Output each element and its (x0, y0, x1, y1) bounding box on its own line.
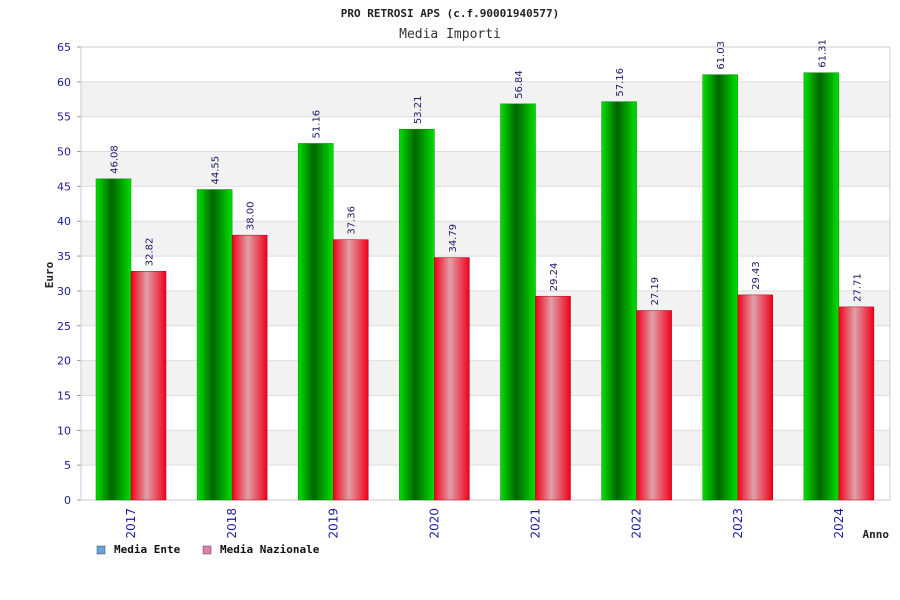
x-tick-label: 2018 (225, 508, 239, 539)
x-tick-label: 2021 (529, 508, 543, 539)
bar-media-ente-2019 (298, 143, 334, 501)
y-tick-label: 10 (57, 424, 71, 437)
bar-media-ente-2021 (500, 103, 536, 501)
bar-media-ente-2024 (803, 72, 840, 501)
x-tick-label: 2024 (832, 508, 846, 539)
chart-subtitle: Media Importi (399, 27, 501, 42)
y-tick-label: 15 (57, 389, 71, 402)
bar-media-ente-2018 (196, 189, 233, 501)
bar-media-ente-2020 (399, 128, 435, 501)
bar-media-nazionale-2023 (737, 294, 773, 501)
y-tick-label: 5 (64, 459, 71, 472)
bar-media-nazionale-2018 (231, 234, 268, 501)
data-label: 29.24 (549, 263, 560, 292)
data-label: 29.43 (751, 261, 762, 290)
grid-band (81, 151, 890, 187)
x-tick-label: 2023 (731, 508, 745, 539)
data-label: 51.16 (312, 110, 323, 139)
bar-media-ente-2023 (702, 74, 738, 501)
bar-media-ente-2017 (95, 178, 132, 501)
data-label: 61.31 (817, 39, 828, 68)
legend-swatch-media-ente (96, 545, 106, 555)
y-tick-label: 40 (57, 215, 71, 228)
data-label: 56.84 (514, 70, 525, 99)
legend-swatch-media-nazionale (202, 545, 212, 555)
data-label: 27.71 (852, 273, 863, 302)
bar-media-nazionale-2022 (636, 310, 672, 501)
y-tick-label: 55 (57, 111, 71, 124)
x-axis-ticks: 2017 2018 2019 2020 2021 2022 2023 2024 (124, 508, 846, 539)
y-axis-title: Euro (43, 261, 56, 288)
data-label: 61.03 (716, 41, 727, 70)
legend: Media Ente Media Nazionale (96, 543, 320, 556)
bar-media-nazionale-2019 (333, 239, 369, 501)
x-axis-title: Anno (863, 528, 890, 541)
y-tick-label: 30 (57, 285, 71, 298)
x-tick-label: 2022 (630, 508, 644, 539)
data-label: 38.00 (246, 202, 257, 231)
bar-media-ente-2022 (601, 101, 637, 501)
y-axis-ticks: 0 5 10 15 20 25 30 35 40 45 50 55 60 65 (57, 41, 71, 507)
y-tick-label: 45 (57, 180, 71, 193)
x-tick-label: 2020 (427, 508, 441, 539)
data-label: 34.79 (448, 224, 459, 253)
y-tick-label: 0 (64, 494, 71, 507)
bar-media-nazionale-2024 (838, 306, 875, 501)
y-tick-label: 60 (57, 76, 71, 89)
data-label: 37.36 (347, 206, 358, 235)
bar-media-nazionale-2021 (535, 295, 571, 501)
legend-label-media-ente: Media Ente (114, 543, 181, 556)
data-label: 27.19 (650, 277, 661, 306)
data-label: 32.82 (145, 238, 156, 267)
data-label: 44.55 (211, 156, 222, 185)
legend-label-media-nazionale: Media Nazionale (220, 543, 320, 556)
plot-frame (80, 46, 891, 501)
x-tick-label: 2019 (326, 508, 340, 539)
x-tick-label: 2017 (124, 508, 138, 539)
y-tick-label: 35 (57, 250, 71, 263)
y-tick-label: 50 (57, 146, 71, 159)
data-label: 53.21 (413, 96, 424, 125)
data-labels: 46.08 32.82 44.55 38.00 51.16 37.36 53.21 34.79… (110, 39, 864, 305)
bar-media-nazionale-2017 (130, 271, 167, 501)
data-label: 46.08 (110, 145, 121, 174)
bars (95, 72, 875, 501)
y-tick-label: 65 (57, 41, 71, 54)
y-tick-label: 20 (57, 355, 71, 368)
bar-media-nazionale-2020 (434, 257, 470, 501)
chart-title: PRO RETROSI APS (c.f.90001940577) (341, 7, 560, 20)
grid-band (81, 81, 890, 117)
data-label: 57.16 (615, 68, 626, 97)
y-tick-label: 25 (57, 320, 71, 333)
